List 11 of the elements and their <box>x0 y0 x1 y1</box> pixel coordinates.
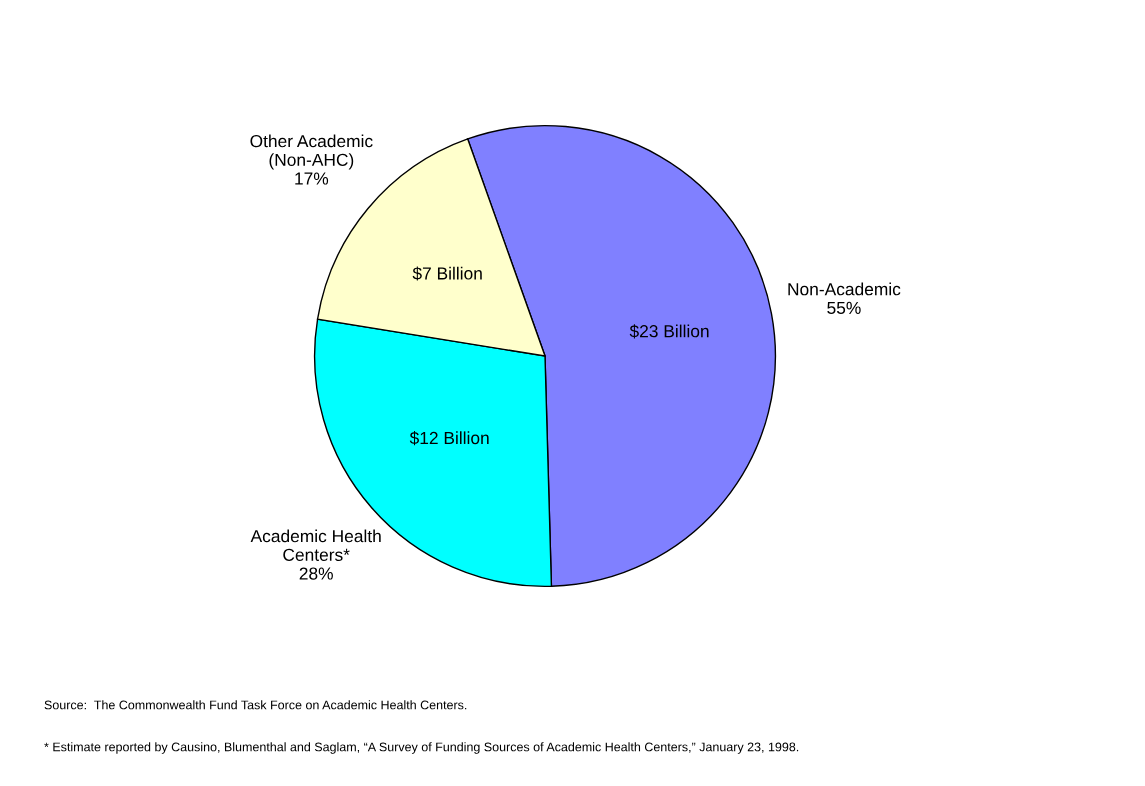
text: * Estimate reported by Causino, Blumenthal and Saglam, “A Survey of Funding Sources of Academic Health Centers,” January 23, 1998. <box>44 742 799 754</box>
slice-label: Other Academic (Non-AHC) <box>250 134 373 170</box>
data-label: 28% <box>299 567 333 580</box>
slice-label: Academic Health Centers* <box>250 529 381 561</box>
text: $7 Billion <box>412 266 482 281</box>
data-label: 17% <box>295 172 329 185</box>
data-label: 55% <box>827 301 861 315</box>
source-note: Source: The Commonwealth Fund Task Force on Academic Health Centers. <box>44 700 467 710</box>
text: $23 Billion <box>629 324 709 339</box>
slice-label: Non-Academic <box>788 282 901 296</box>
text: $12 Billion <box>409 431 489 446</box>
